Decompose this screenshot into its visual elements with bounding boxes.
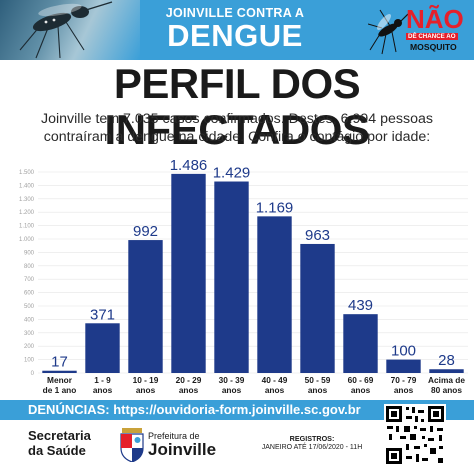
data-label: 28: [438, 352, 455, 369]
bar: [128, 240, 163, 373]
data-label: 992: [133, 223, 158, 240]
denuncias-strip: DENÚNCIAS: https://ouvidoria-form.joinvi…: [0, 400, 474, 420]
logo-nao-text: NÃO: [406, 4, 464, 34]
campaign-line2: DENGUE: [167, 18, 303, 53]
data-label: 439: [348, 297, 373, 314]
y-tick-label: 1.500: [19, 170, 35, 176]
x-tick-label: 20 - 29 anos: [176, 375, 202, 395]
registros-period: JANEIRO ATÉ 17/06/2020 - 11H: [261, 444, 363, 451]
x-tick-label: 10 - 19 anos: [133, 375, 159, 395]
x-tick-label: 30 - 39 anos: [219, 375, 245, 395]
bar: [42, 370, 77, 373]
campaign-title: JOINVILLE CONTRA A DENGUE: [145, 6, 325, 52]
y-tick-label: 800: [24, 264, 35, 270]
y-tick-label: 1.000: [19, 237, 35, 243]
x-tick-label: 50 - 59 anos: [305, 375, 331, 395]
x-tick-label: Menor de 1 ano: [43, 375, 77, 395]
denuncias-link[interactable]: DENÚNCIAS: https://ouvidoria-form.joinvi…: [28, 402, 361, 417]
page-title: PERFIL DOS INFECTADOS: [104, 60, 370, 153]
y-tick-label: 0: [31, 371, 35, 377]
x-tick-label: Acima de 80 anos: [428, 375, 465, 395]
secretaria-line2: da Saúde: [28, 443, 86, 458]
x-tick-label: 1 - 9 anos: [93, 375, 113, 395]
bar: [300, 243, 335, 373]
y-tick-label: 600: [24, 291, 35, 297]
x-axis-labels: Menor de 1 ano 1 - 9 anos 10 - 19 anos 20 - 29…: [43, 375, 466, 395]
age-bar-chart: 0 100 200 300 400 500 600 700 800 900 1.000 1.100 1.…: [19, 157, 468, 395]
prefeitura-logo: Prefeitura de Joinville: [118, 428, 217, 462]
bar: [171, 173, 206, 373]
x-tick-label: 60 - 69 anos: [348, 375, 374, 395]
y-tick-label: 1.400: [19, 183, 35, 189]
y-tick-label: 1.200: [19, 210, 35, 216]
secretaria-logo: Secretaria da Saúde: [28, 428, 91, 458]
qr-code-icon[interactable]: [384, 404, 446, 466]
x-tick-label: 40 - 49 anos: [262, 375, 288, 395]
y-tick-label: 200: [24, 344, 35, 350]
y-tick-label: 300: [24, 331, 35, 337]
data-label: 963: [305, 227, 330, 244]
registros-title: REGISTROS:: [289, 434, 335, 443]
y-tick-label: 900: [24, 250, 35, 256]
y-axis-ticks: 0 100 200 300 400 500 600 700 800 900 1.000 1.100 1.…: [19, 170, 35, 377]
logo-tagline: DÊ CHANCE AO: [406, 33, 458, 40]
chart-bars: [42, 173, 464, 373]
top-banner: JOINVILLE CONTRA A DENGUE NÃO DÊ CHANCE …: [0, 0, 474, 60]
y-tick-label: 100: [24, 358, 35, 364]
data-label: 100: [391, 343, 416, 360]
y-tick-label: 700: [24, 277, 35, 283]
prefeitura-line2: Joinville: [148, 440, 217, 459]
data-labels: 17 371 992 1.486 1.429 1.169 963 439 100 28: [51, 157, 455, 371]
crest-icon: [120, 428, 144, 462]
data-label: 371: [90, 306, 115, 323]
y-tick-label: 400: [24, 317, 35, 323]
y-tick-label: 500: [24, 304, 35, 310]
mosquito-photo: [0, 0, 140, 60]
mosquito-icon: [368, 9, 408, 55]
bar: [386, 359, 421, 373]
campaign-line1: JOINVILLE CONTRA A: [165, 6, 305, 20]
registros-info: REGISTROS: JANEIRO ATÉ 17/06/2020 - 11H: [252, 434, 372, 451]
data-label: 1.486: [170, 157, 208, 174]
bar: [429, 369, 464, 373]
data-label: 17: [51, 354, 68, 371]
bar: [85, 323, 120, 373]
secretaria-line1: Secretaria: [28, 428, 91, 443]
bar: [257, 216, 292, 373]
nao-logo: NÃO DÊ CHANCE AO MOSQUITO: [368, 6, 472, 56]
x-tick-label: 70 - 79 anos: [391, 375, 417, 395]
data-label: 1.429: [213, 165, 251, 182]
data-label: 1.169: [256, 199, 294, 216]
y-tick-label: 1.300: [19, 197, 35, 203]
bar: [214, 181, 249, 373]
mosquito-photo-icon: [19, 1, 113, 59]
bar: [343, 314, 378, 373]
logo-mosquito-text: MOSQUITO: [410, 42, 457, 52]
page-subtitle: Joinville tem 7.035 casos confirmados. D…: [41, 111, 433, 145]
prefeitura-line1: Prefeitura de: [148, 431, 200, 441]
y-tick-label: 1.100: [19, 224, 35, 230]
